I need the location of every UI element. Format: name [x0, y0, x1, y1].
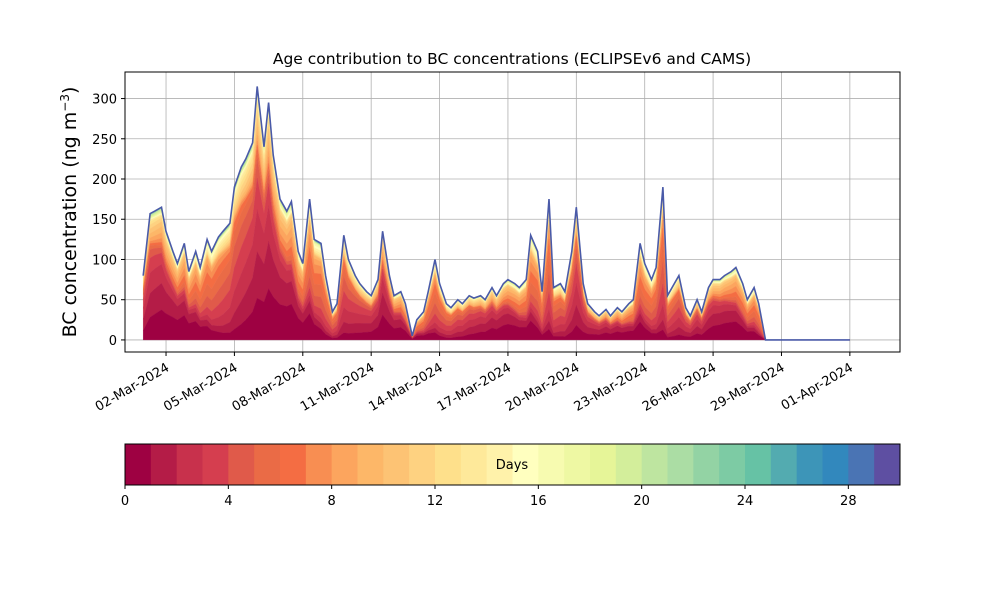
colorbar-segment: [305, 444, 333, 485]
colorbar-segment: [874, 444, 901, 485]
colorbar-segment: [176, 444, 203, 485]
colorbar-segment: [770, 444, 798, 485]
colorbar-tick-label: 28: [840, 494, 857, 509]
chart-title: Age contribution to BC concentrations (E…: [273, 50, 751, 68]
colorbar-segment: [383, 444, 410, 485]
x-tick-label: 02-Mar-2024: [93, 360, 172, 414]
colorbar-segment: [409, 444, 436, 485]
colorbar-segment: [512, 444, 539, 485]
colorbar-tick-label: 12: [427, 494, 444, 509]
colorbar-segment: [667, 444, 694, 485]
y-axis-label: BC concentration (ng m−3): [58, 87, 81, 338]
y-tick-label: 150: [92, 213, 117, 228]
colorbar-segment: [254, 444, 281, 485]
x-tick-label: 05-Mar-2024: [161, 360, 240, 414]
x-tick-label: 29-Mar-2024: [708, 360, 787, 414]
x-tick-label: 26-Mar-2024: [640, 360, 719, 414]
colorbar-label: Days: [496, 458, 529, 473]
colorbar-tick-label: 24: [737, 494, 754, 509]
colorbar-segment: [460, 444, 488, 485]
y-tick-label: 200: [92, 173, 117, 188]
colorbar-segment: [848, 444, 875, 485]
axes-frame: [124, 71, 901, 353]
y-tick-label: 0: [109, 334, 117, 349]
total-concentration-line: [142, 86, 850, 341]
x-tick-label: 20-Mar-2024: [503, 360, 582, 414]
colorbar: 0 4 8 12 16 20 24 28: [121, 443, 901, 509]
colorbar-segment: [331, 444, 358, 485]
x-tick-label: 14-Mar-2024: [366, 360, 445, 414]
colorbar-segment: [615, 444, 643, 485]
colorbar-tick-label: 0: [121, 494, 129, 509]
colorbar-segment: [486, 444, 513, 485]
colorbar-segment: [538, 444, 565, 485]
colorbar-segment: [125, 444, 152, 485]
y-tick-label: 100: [92, 253, 117, 268]
x-tick-label: 23-Mar-2024: [572, 360, 651, 414]
x-tick-label: 08-Mar-2024: [230, 360, 309, 414]
colorbar-segment: [719, 444, 746, 485]
colorbar-segment: [564, 444, 591, 485]
colorbar-tick-label: 16: [530, 494, 547, 509]
colorbar-tick-label: 4: [224, 494, 232, 509]
colorbar-segment: [280, 444, 307, 485]
colorbar-segment: [590, 444, 617, 485]
colorbar-frame: [124, 443, 901, 486]
colorbar-tick-label: 20: [633, 494, 650, 509]
colorbar-segment: [641, 444, 668, 485]
colorbar-segment: [357, 444, 384, 485]
colorbar-segment: [435, 444, 462, 485]
colorbar-segment: [693, 444, 720, 485]
y-tick-label: 300: [92, 93, 117, 108]
colorbar-segment: [822, 444, 849, 485]
colorbar-segment: [796, 444, 823, 485]
y-tick-label: 250: [92, 133, 117, 148]
colorbar-segment: [150, 444, 178, 485]
x-tick-label: 01-Apr-2024: [779, 360, 856, 413]
colorbar-tick-label: 8: [328, 494, 336, 509]
plot-area: 0 50 100 150 200 250 300 02-Mar-202405-Mar-2024…: [92, 71, 901, 415]
colorbar-segment: [228, 444, 255, 485]
colorbar-segment: [745, 444, 772, 485]
y-tick-label: 50: [100, 294, 117, 309]
x-tick-label: 11-Mar-2024: [298, 360, 377, 414]
x-tick-label: 17-Mar-2024: [435, 360, 514, 414]
colorbar-segment: [202, 444, 229, 485]
